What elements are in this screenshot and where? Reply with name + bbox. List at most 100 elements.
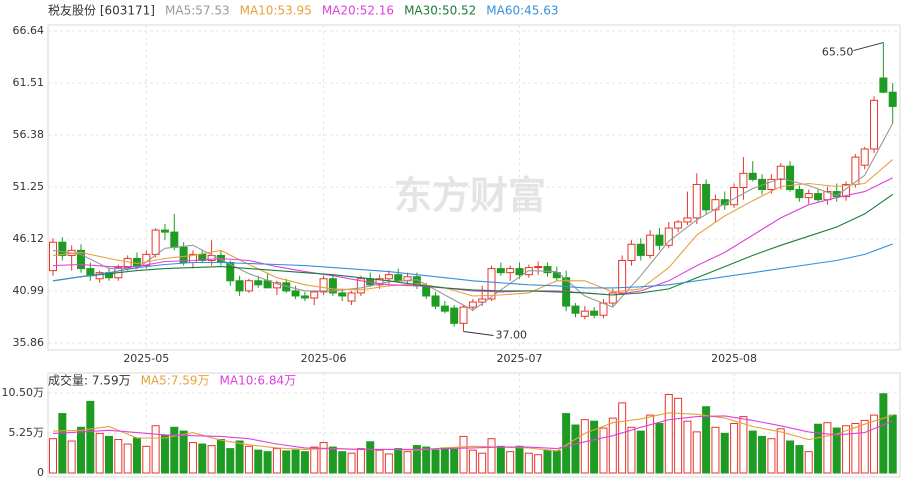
candle-body: [254, 280, 263, 286]
volume-bar: [300, 451, 309, 474]
candle-body: [879, 77, 888, 93]
volume-bar: [590, 420, 599, 474]
candle-body: [468, 301, 477, 308]
candle-body: [692, 183, 701, 219]
volume-tick-label: 5.25万: [9, 426, 45, 439]
candle-body: [580, 310, 589, 317]
volume-bar: [468, 449, 477, 474]
legend-entry: MA20:52.16: [322, 4, 394, 18]
volume-bar: [76, 426, 85, 474]
volume-bar: [310, 446, 319, 474]
candle-body: [627, 243, 636, 261]
candle-body: [170, 231, 179, 248]
candle-body: [49, 241, 57, 272]
volume-bar: [506, 451, 515, 474]
volume-bar: [272, 448, 281, 474]
x-tick-label: 2025-08: [711, 352, 757, 365]
volume-bar: [683, 420, 692, 474]
volume-bar: [720, 432, 729, 474]
volume-bar: [198, 443, 207, 474]
candle-body: [664, 227, 673, 246]
volume-bar: [814, 423, 823, 474]
volume-bar: [412, 445, 421, 474]
candle-body: [870, 99, 879, 150]
volume-bar: [207, 445, 216, 474]
candle-body: [338, 292, 347, 297]
candle-body: [618, 259, 627, 294]
volume-bar: [739, 416, 748, 474]
volume-bar: [571, 424, 580, 474]
candle-body: [646, 234, 655, 256]
candle-body: [450, 307, 459, 324]
candle-body: [328, 278, 337, 294]
candle-body: [394, 274, 403, 282]
volume-bar: [515, 445, 524, 474]
volume-bar: [151, 425, 160, 474]
candle-body: [814, 193, 823, 201]
candle-body: [319, 278, 328, 293]
volume-bar: [328, 446, 337, 474]
volume-bar: [795, 445, 804, 474]
candle-body: [179, 246, 188, 264]
candle-body: [356, 278, 365, 294]
volume-bar: [646, 414, 655, 474]
volume-bar: [384, 453, 393, 474]
volume-bar: [608, 417, 617, 474]
legend-entry: MA10:53.95: [240, 4, 312, 18]
candle-body: [683, 217, 692, 223]
candle-body: [702, 183, 711, 211]
volume-bar: [543, 449, 552, 474]
candle-body: [590, 310, 599, 316]
candle-body: [842, 183, 851, 198]
volume-bar: [674, 397, 683, 474]
candle-body: [160, 229, 169, 233]
candle-body: [58, 241, 67, 256]
volume-bar: [188, 442, 197, 474]
ma-line: [52, 177, 893, 296]
volume-bar: [394, 448, 403, 474]
y-tick-label: 35.86: [13, 336, 45, 349]
candle-body: [571, 305, 580, 314]
volume-bar: [291, 449, 300, 474]
candle-body: [543, 266, 552, 274]
volume-bar: [282, 450, 291, 474]
annotation-line: [463, 330, 494, 336]
volume-bar: [67, 440, 76, 474]
candle-body: [440, 305, 449, 312]
volume-bar: [599, 427, 608, 474]
volume-bar: [254, 449, 263, 474]
candle-body: [534, 266, 543, 269]
volume-bar: [664, 394, 673, 474]
candle-body: [748, 172, 757, 180]
volume-bar: [711, 426, 720, 474]
candle-body: [711, 199, 720, 211]
candle-body: [674, 221, 683, 229]
volume-bar: [478, 452, 487, 474]
candle-body: [198, 253, 207, 261]
candle-body: [487, 268, 496, 300]
candle-body: [347, 292, 356, 302]
volume-bar: [244, 445, 253, 474]
volume-bar: [786, 440, 795, 474]
volume-bar: [49, 438, 57, 474]
volume-bar: [730, 422, 739, 474]
volume-bar: [216, 438, 225, 474]
candle-body: [888, 91, 897, 107]
x-tick-label: 2025-07: [497, 352, 543, 365]
ma-line: [52, 243, 893, 289]
candle-body: [384, 274, 393, 280]
volume-bar: [627, 426, 636, 474]
volume-bar: [319, 442, 328, 474]
volume-bar: [422, 446, 431, 474]
ma-line: [52, 193, 894, 296]
volume-bar: [366, 441, 375, 474]
volume-bar: [440, 447, 449, 474]
volume-bar: [431, 449, 440, 474]
volume-bar: [58, 413, 67, 474]
volume-title: 成交量: 7.59万: [48, 373, 131, 388]
candle-body: [123, 257, 132, 269]
volume-bar: [459, 435, 468, 474]
volume-bar: [95, 432, 104, 474]
volume-ma-line: [52, 412, 893, 452]
legend-entry: MA60:45.63: [486, 4, 558, 18]
